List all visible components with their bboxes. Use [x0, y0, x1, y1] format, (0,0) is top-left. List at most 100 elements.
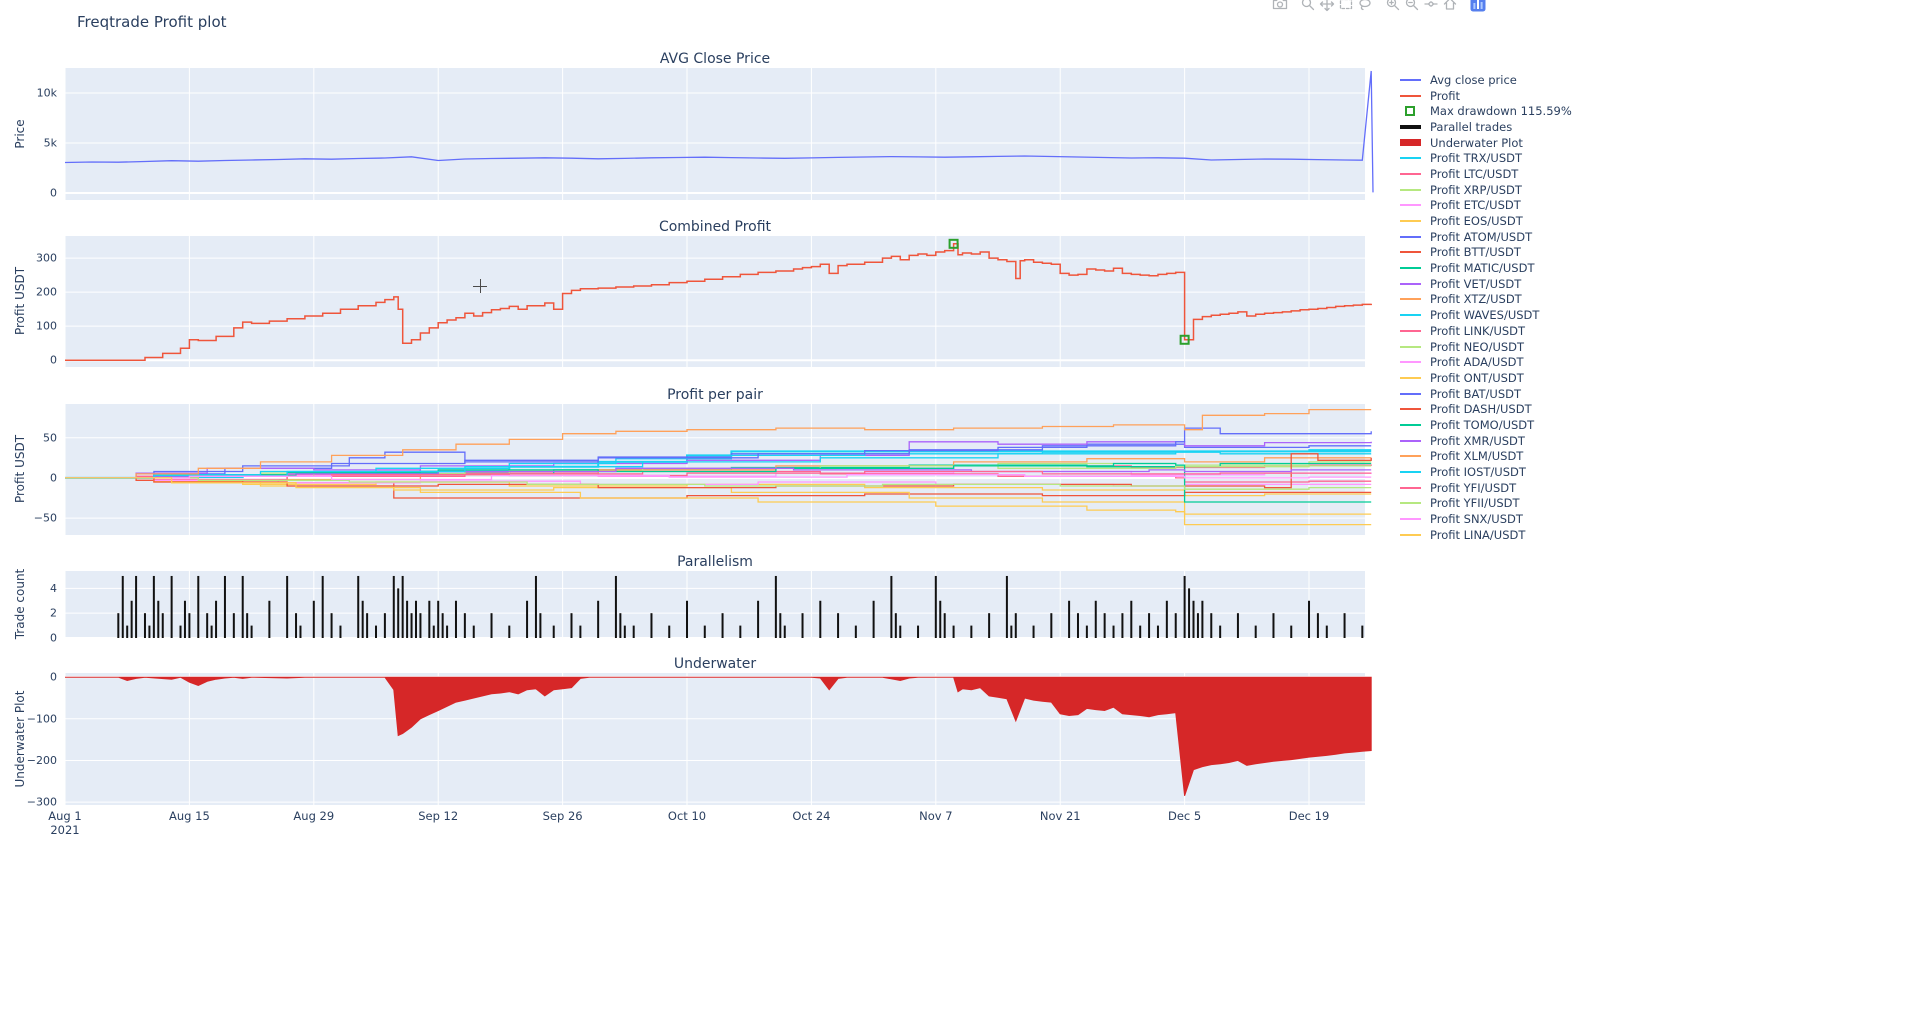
legend-swatch-icon	[1400, 139, 1427, 147]
subplot-title-combined-profit: Combined Profit	[658, 219, 772, 235]
legend-label: Profit XTZ/USDT	[1430, 292, 1522, 307]
legend-label: Profit SNX/USDT	[1430, 512, 1523, 527]
svg-text:300: 300	[36, 252, 57, 265]
legend-swatch-icon	[1400, 204, 1427, 207]
legend-swatch-icon	[1400, 251, 1427, 254]
legend-item[interactable]: Profit YFI/USDT	[1400, 480, 1572, 496]
svg-text:Aug 1: Aug 1	[48, 809, 81, 823]
legend-label: Parallel trades	[1430, 119, 1513, 134]
legend-item[interactable]: Parallel trades	[1400, 119, 1572, 135]
legend-item[interactable]: Profit TOMO/USDT	[1400, 417, 1572, 433]
modebar-pan-icon[interactable]	[1317, 0, 1336, 13]
legend-label: Profit TOMO/USDT	[1430, 417, 1535, 432]
legend-item[interactable]: Profit XTZ/USDT	[1400, 292, 1572, 308]
legend-item[interactable]: Profit YFII/USDT	[1400, 496, 1572, 512]
modebar-zoom-icon[interactable]	[1298, 0, 1317, 13]
legend-swatch-icon	[1400, 157, 1427, 160]
svg-text:−100: −100	[27, 712, 57, 725]
legend-item[interactable]: Profit EOS/USDT	[1400, 213, 1572, 229]
modebar-lasso-select-icon[interactable]	[1355, 0, 1374, 13]
legend-label: Profit ADA/USDT	[1430, 355, 1524, 370]
legend-label: Profit XMR/USDT	[1430, 433, 1525, 448]
legend-label: Profit XLM/USDT	[1430, 449, 1524, 464]
legend-item[interactable]: Profit ADA/USDT	[1400, 354, 1572, 370]
legend-label: Profit WAVES/USDT	[1430, 308, 1540, 323]
legend-swatch-icon	[1400, 518, 1427, 521]
legend-label: Profit ATOM/USDT	[1430, 229, 1533, 244]
subplot-title-profit-per-pair: Profit per pair	[667, 387, 763, 403]
legend-label: Profit TRX/USDT	[1430, 151, 1523, 166]
legend-item[interactable]: Profit LINK/USDT	[1400, 323, 1572, 339]
legend-label: Avg close price	[1430, 72, 1517, 87]
legend-item[interactable]: Profit NEO/USDT	[1400, 339, 1572, 355]
legend-item[interactable]: Profit ETC/USDT	[1400, 198, 1572, 214]
subplot-title-parallelism: Parallelism	[677, 554, 753, 570]
svg-text:0: 0	[50, 632, 57, 645]
legend-label: Profit LINA/USDT	[1430, 527, 1526, 542]
legend-item[interactable]: Profit TRX/USDT	[1400, 150, 1572, 166]
legend-label: Profit BAT/USDT	[1430, 386, 1522, 401]
subplot-combined-profit[interactable]: 0 100 200 300	[0, 236, 1372, 367]
legend-swatch-icon	[1400, 94, 1427, 97]
svg-text:2021: 2021	[50, 823, 79, 837]
subplot-parallelism[interactable]: 0 2 4	[0, 571, 1370, 645]
legend-item[interactable]: Profit XLM/USDT	[1400, 449, 1572, 465]
legend-swatch-icon	[1400, 376, 1427, 379]
legend-item[interactable]: Max drawdown 115.59%	[1400, 103, 1572, 119]
legend-item[interactable]: Profit ONT/USDT	[1400, 370, 1572, 386]
modebar-zoom-out-icon[interactable]	[1402, 0, 1421, 13]
legend-item[interactable]: Profit LINA/USDT	[1400, 527, 1572, 543]
svg-text:Aug 29: Aug 29	[293, 809, 334, 823]
page-title: Freqtrade Profit plot	[77, 13, 227, 31]
legend-item[interactable]: Profit MATIC/USDT	[1400, 260, 1572, 276]
legend-item[interactable]: Profit	[1400, 88, 1572, 104]
legend-item[interactable]: Avg close price	[1400, 72, 1572, 88]
legend-label: Profit BTT/USDT	[1430, 245, 1521, 260]
legend-item[interactable]: Profit BAT/USDT	[1400, 386, 1572, 402]
modebar-plotly-logo-icon[interactable]	[1468, 0, 1487, 13]
legend-swatch-icon	[1400, 345, 1427, 348]
legend-item[interactable]: Profit IOST/USDT	[1400, 464, 1572, 480]
legend-label: Profit	[1430, 88, 1460, 103]
legend-swatch-icon	[1400, 172, 1427, 175]
legend-swatch-icon	[1400, 282, 1427, 285]
legend-item[interactable]: Profit VET/USDT	[1400, 276, 1572, 292]
modebar-autoscale-icon[interactable]	[1421, 0, 1440, 13]
legend-swatch-icon	[1400, 298, 1427, 301]
svg-text:10k: 10k	[37, 87, 58, 100]
legend-swatch-icon	[1400, 392, 1427, 395]
legend-item[interactable]: Profit BTT/USDT	[1400, 245, 1572, 261]
legend-item[interactable]: Profit LTC/USDT	[1400, 166, 1572, 182]
legend-item[interactable]: Profit DASH/USDT	[1400, 401, 1572, 417]
legend-swatch-icon	[1400, 533, 1427, 536]
svg-text:Oct 24: Oct 24	[792, 809, 830, 823]
legend-swatch-icon	[1400, 78, 1427, 81]
subplot-title-avg-close-price: AVG Close Price	[659, 51, 771, 67]
legend-swatch-icon	[1400, 124, 1427, 129]
modebar-zoom-in-icon[interactable]	[1383, 0, 1402, 13]
legend-label: Profit XRP/USDT	[1430, 182, 1522, 197]
subplot-underwater[interactable]: 0 −100 −200 −300	[0, 671, 1372, 809]
svg-text:100: 100	[36, 320, 57, 333]
legend-swatch-icon	[1400, 329, 1427, 332]
legend-item[interactable]: Profit SNX/USDT	[1400, 511, 1572, 527]
legend-item[interactable]: Underwater Plot	[1400, 135, 1572, 151]
legend-label: Profit ETC/USDT	[1430, 198, 1521, 213]
svg-text:Sep 26: Sep 26	[543, 809, 583, 823]
modebar-box-select-icon[interactable]	[1336, 0, 1355, 13]
legend-swatch-icon	[1400, 106, 1427, 117]
legend-item[interactable]: Profit XRP/USDT	[1400, 182, 1572, 198]
subplot-avg-close-price[interactable]: 0 5k 10k	[0, 68, 1374, 200]
modebar-reset-axes-icon[interactable]	[1440, 0, 1459, 13]
legend-item[interactable]: Profit WAVES/USDT	[1400, 307, 1572, 323]
subplot-profit-per-pair[interactable]: −50 0 50	[0, 404, 1372, 535]
modebar-camera-icon[interactable]	[1270, 0, 1289, 13]
svg-text:0: 0	[50, 354, 57, 367]
legend-label: Profit ONT/USDT	[1430, 370, 1524, 385]
legend-swatch-icon	[1400, 486, 1427, 489]
legend-item[interactable]: Profit ATOM/USDT	[1400, 229, 1572, 245]
legend-item[interactable]: Profit XMR/USDT	[1400, 433, 1572, 449]
legend-label: Profit EOS/USDT	[1430, 214, 1523, 229]
